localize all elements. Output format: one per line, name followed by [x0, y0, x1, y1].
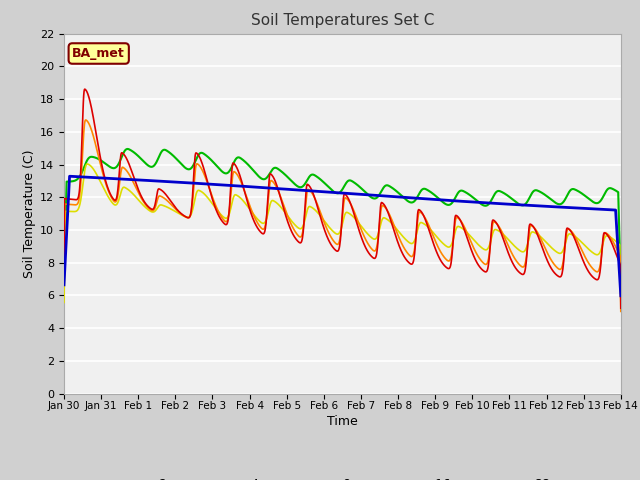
Text: BA_met: BA_met [72, 47, 125, 60]
Legend: -2cm, -4cm, -8cm, -16cm, -32cm: -2cm, -4cm, -8cm, -16cm, -32cm [111, 473, 573, 480]
X-axis label: Time: Time [327, 415, 358, 429]
Title: Soil Temperatures Set C: Soil Temperatures Set C [251, 13, 434, 28]
Y-axis label: Soil Temperature (C): Soil Temperature (C) [23, 149, 36, 278]
